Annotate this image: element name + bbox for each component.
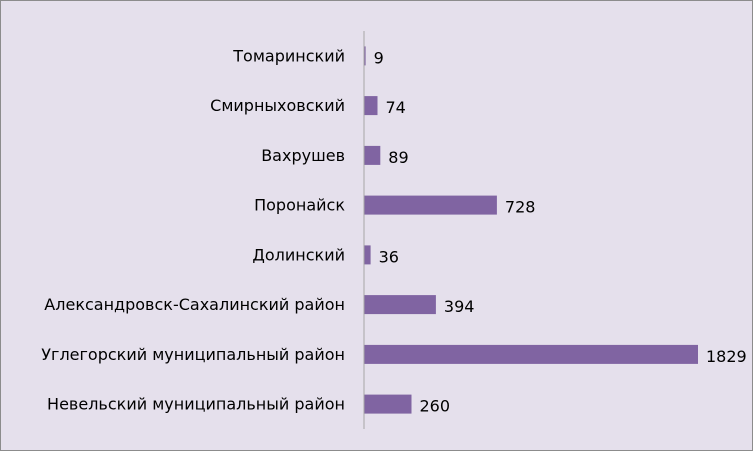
category-label-5: Долинский: [252, 245, 345, 264]
bar-4: [364, 195, 497, 215]
bar-5: [364, 245, 371, 265]
category-label-4: Поронайск: [254, 196, 345, 215]
bars-group: [364, 46, 698, 414]
value-label-6: 394: [444, 297, 475, 316]
labels-group: Томаринский 9 Смирныховский 74 Вахрушев 89 Пор…: [41, 46, 746, 415]
category-label-7: Углегорский муниципальный район: [41, 345, 345, 364]
value-label-4: 728: [505, 198, 536, 217]
bar-7: [364, 344, 698, 364]
value-label-8: 260: [420, 397, 451, 416]
bar-3: [364, 145, 381, 165]
bar-1: [364, 46, 366, 66]
bar-8: [364, 394, 412, 414]
category-label-3: Вахрушев: [261, 146, 345, 165]
category-label-6: Александровск-Сахалинский район: [44, 295, 345, 314]
value-label-2: 74: [386, 98, 406, 117]
bar-6: [364, 295, 436, 315]
value-label-3: 89: [388, 148, 408, 167]
value-label-5: 36: [379, 247, 399, 266]
value-label-1: 9: [374, 48, 384, 67]
value-label-7: 1829: [706, 347, 747, 366]
category-label-2: Смирныховский: [210, 96, 345, 115]
category-label-1: Томаринский: [232, 46, 345, 65]
bar-2: [364, 96, 378, 116]
category-label-8: Невельский муниципальный район: [47, 395, 345, 414]
